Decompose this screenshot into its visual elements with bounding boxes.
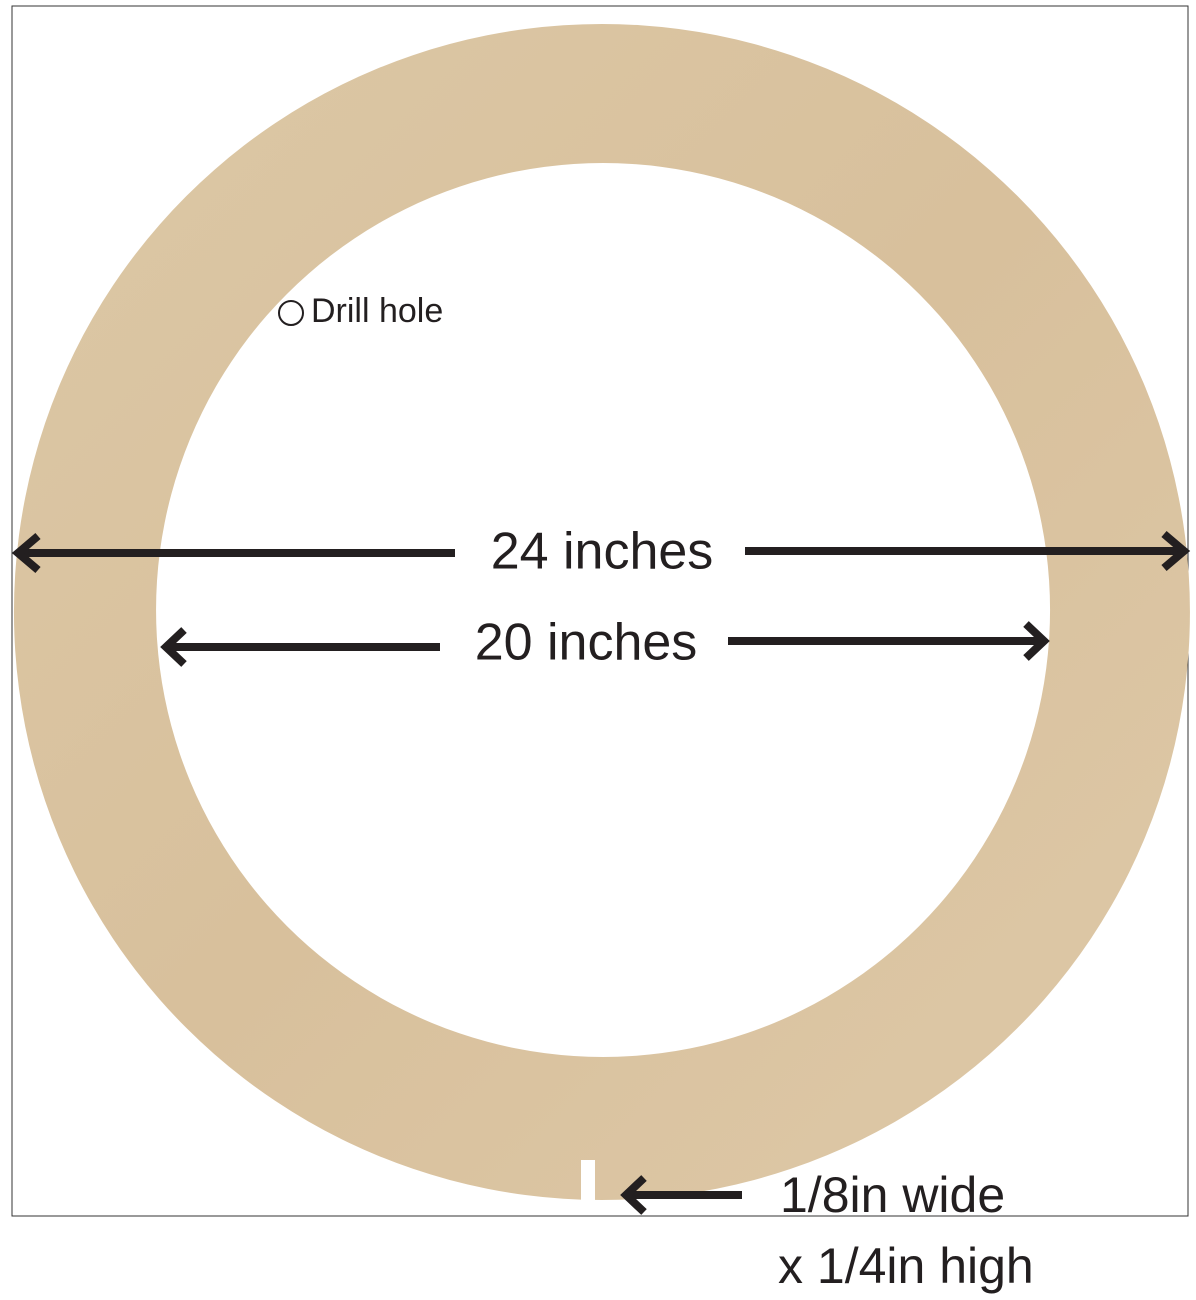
inner-diameter-label: 20 inches (475, 614, 698, 672)
ring (14, 24, 1190, 1200)
notch-width-label: 1/8in wide (780, 1167, 1005, 1223)
notch (581, 1160, 595, 1202)
drill-hole-icon (279, 301, 303, 325)
outer-diameter-label: 24 inches (491, 523, 714, 581)
notch-height-label: x 1/4in high (778, 1238, 1034, 1294)
frame (12, 6, 1188, 1216)
drill-hole-label: Drill hole (311, 292, 443, 330)
diagram: Drill hole 24 inches 20 inches 1/8in wid… (0, 0, 1196, 1300)
